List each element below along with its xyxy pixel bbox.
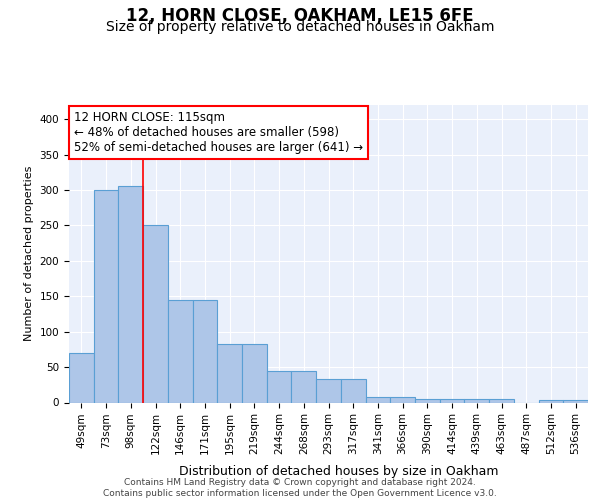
Bar <box>118 186 143 402</box>
Text: Size of property relative to detached houses in Oakham: Size of property relative to detached ho… <box>106 20 494 34</box>
Bar <box>168 300 193 402</box>
Y-axis label: Number of detached properties: Number of detached properties <box>24 166 34 342</box>
Bar <box>464 399 489 402</box>
Bar <box>390 397 415 402</box>
Text: Contains HM Land Registry data © Crown copyright and database right 2024.
Contai: Contains HM Land Registry data © Crown c… <box>103 478 497 498</box>
Bar <box>341 379 365 402</box>
Bar <box>415 399 440 402</box>
Bar <box>69 353 94 403</box>
Text: 12, HORN CLOSE, OAKHAM, LE15 6FE: 12, HORN CLOSE, OAKHAM, LE15 6FE <box>126 8 474 26</box>
Bar <box>292 372 316 402</box>
Bar <box>267 372 292 402</box>
Text: 12 HORN CLOSE: 115sqm
← 48% of detached houses are smaller (598)
52% of semi-det: 12 HORN CLOSE: 115sqm ← 48% of detached … <box>74 111 364 154</box>
Text: Distribution of detached houses by size in Oakham: Distribution of detached houses by size … <box>179 464 499 477</box>
Bar <box>217 344 242 402</box>
Bar <box>563 400 588 402</box>
Bar <box>440 399 464 402</box>
Bar <box>365 397 390 402</box>
Bar <box>143 226 168 402</box>
Bar <box>489 399 514 402</box>
Bar <box>316 379 341 402</box>
Bar <box>94 190 118 402</box>
Bar <box>242 344 267 402</box>
Bar <box>539 400 563 402</box>
Bar <box>193 300 217 402</box>
